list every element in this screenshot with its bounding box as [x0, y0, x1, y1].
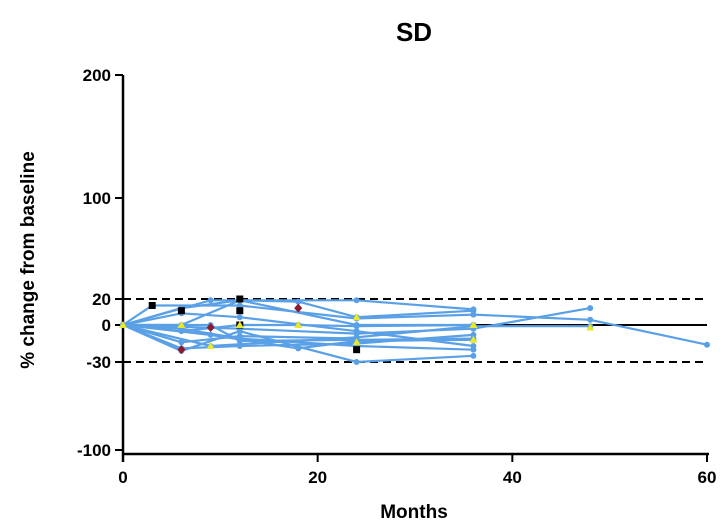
data-point — [178, 339, 185, 346]
x-tick-label: 60 — [698, 468, 717, 487]
y-tick-label: 20 — [92, 290, 111, 309]
triangle-marker — [294, 321, 303, 328]
y-tick-label: 200 — [83, 66, 111, 85]
x-axis-label: Months — [380, 502, 448, 523]
y-axis-label: % change from baseline — [18, 151, 39, 369]
data-point — [207, 297, 214, 304]
x-tick-label: 0 — [118, 468, 127, 487]
square-marker — [177, 307, 185, 315]
data-point — [207, 331, 214, 338]
data-point — [236, 314, 243, 321]
data-point — [353, 297, 360, 304]
plot-area: -100 -30 0 20 100 200 0 20 40 60 — [77, 66, 716, 487]
data-point — [470, 311, 477, 318]
data-point — [470, 346, 477, 353]
y-tick-label: -30 — [86, 353, 111, 372]
square-marker — [353, 346, 361, 354]
data-point — [295, 298, 302, 305]
triangle-marker — [206, 341, 215, 349]
y-tick-label: -100 — [77, 441, 111, 460]
data-point — [178, 328, 185, 335]
data-point — [704, 341, 710, 348]
diamond-marker — [177, 345, 186, 355]
triangle-marker — [352, 338, 361, 346]
triangle-marker — [352, 313, 361, 321]
square-marker — [236, 295, 244, 303]
y-tick-label: 0 — [102, 316, 111, 335]
diamond-marker — [206, 322, 215, 332]
diamond-marker — [294, 303, 303, 313]
data-point — [236, 338, 243, 345]
chart-title: SD — [396, 17, 432, 47]
data-point — [236, 333, 243, 340]
x-tick-label: 20 — [308, 468, 327, 487]
data-point — [470, 352, 477, 359]
series-line — [122, 323, 357, 344]
y-tick-label: 100 — [83, 189, 111, 208]
data-point — [236, 302, 243, 309]
data-point — [587, 305, 594, 312]
triangle-marker — [177, 321, 186, 328]
triangle-marker — [235, 321, 244, 328]
data-point — [295, 345, 302, 352]
triangle-marker — [586, 323, 595, 331]
x-tick-label: 40 — [503, 468, 522, 487]
triangle-marker — [119, 321, 127, 328]
data-point — [587, 316, 594, 323]
data-point — [353, 359, 360, 365]
data-point — [353, 322, 360, 328]
triangle-marker — [469, 335, 478, 343]
square-marker — [148, 302, 156, 309]
triangle-marker — [469, 321, 478, 328]
square-marker — [236, 307, 244, 315]
